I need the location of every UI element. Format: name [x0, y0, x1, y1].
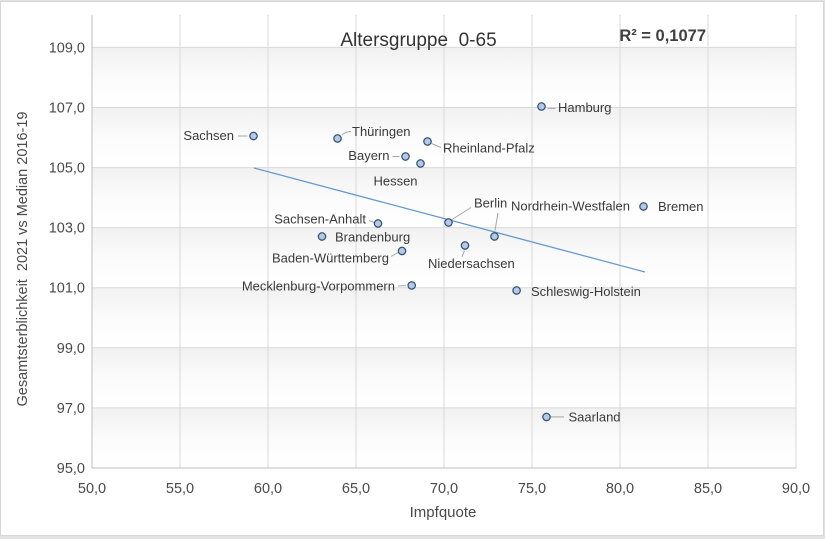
svg-text:50,0: 50,0 — [78, 481, 106, 497]
svg-text:Altersgruppe 0-65: Altersgruppe 0-65 — [340, 30, 496, 51]
svg-text:Baden-Württemberg: Baden-Württemberg — [272, 251, 389, 266]
svg-text:103,0: 103,0 — [49, 221, 85, 237]
svg-text:80,0: 80,0 — [606, 481, 634, 497]
svg-text:105,0: 105,0 — [49, 161, 85, 177]
svg-text:55,0: 55,0 — [166, 481, 194, 497]
svg-text:60,0: 60,0 — [254, 481, 282, 497]
svg-text:Sachsen: Sachsen — [183, 128, 234, 143]
svg-text:75,0: 75,0 — [518, 481, 546, 497]
svg-text:Hessen: Hessen — [373, 174, 417, 189]
svg-text:Bayern: Bayern — [348, 148, 389, 163]
svg-text:Thüringen: Thüringen — [352, 124, 411, 139]
svg-text:Gesamtsterblichkeit 2021 vs M: Gesamtsterblichkeit 2021 vs Median 2016-… — [15, 112, 31, 407]
svg-text:Brandenburg: Brandenburg — [335, 230, 410, 245]
svg-text:Bremen: Bremen — [658, 199, 704, 214]
svg-text:70,0: 70,0 — [430, 481, 458, 497]
svg-text:Sachsen-Anhalt: Sachsen-Anhalt — [274, 212, 366, 227]
svg-text:95,0: 95,0 — [57, 461, 85, 477]
svg-text:90,0: 90,0 — [782, 481, 810, 497]
svg-text:Mecklenburg-Vorpommern: Mecklenburg-Vorpommern — [242, 279, 395, 294]
svg-text:85,0: 85,0 — [694, 481, 722, 497]
svg-text:97,0: 97,0 — [57, 401, 85, 417]
svg-text:Niedersachsen: Niedersachsen — [428, 256, 515, 271]
svg-text:Saarland: Saarland — [569, 410, 621, 425]
svg-text:107,0: 107,0 — [49, 101, 85, 117]
svg-text:Hamburg: Hamburg — [558, 100, 611, 115]
svg-text:R² = 0,1077: R² = 0,1077 — [619, 27, 706, 45]
svg-text:101,0: 101,0 — [49, 281, 85, 297]
svg-text:Nordrhein-Westfalen: Nordrhein-Westfalen — [511, 199, 630, 214]
svg-text:Schleswig-Holstein: Schleswig-Holstein — [531, 284, 641, 299]
svg-text:99,0: 99,0 — [57, 341, 85, 357]
svg-text:Berlin: Berlin — [474, 196, 507, 211]
svg-text:65,0: 65,0 — [342, 481, 370, 497]
svg-text:109,0: 109,0 — [49, 40, 85, 56]
svg-text:Impfquote: Impfquote — [410, 504, 477, 521]
svg-text:Rheinland-Pfalz: Rheinland-Pfalz — [443, 141, 535, 156]
